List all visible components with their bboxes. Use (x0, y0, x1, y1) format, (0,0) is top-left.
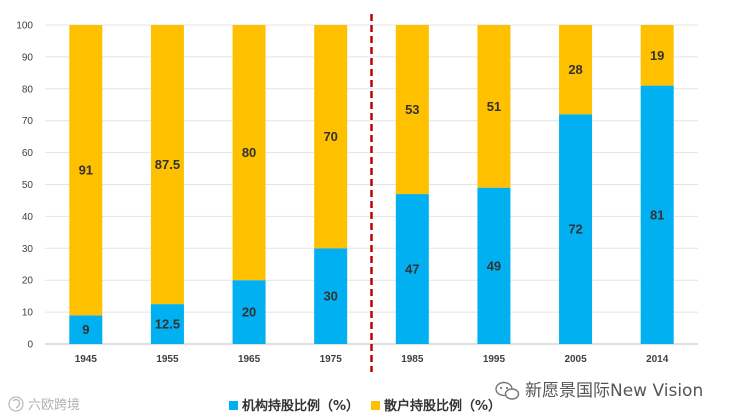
bar-segment-institutional (640, 85, 674, 345)
legend-label: 散户持股比例（%） (384, 398, 501, 414)
bar-segment-institutional (477, 187, 511, 344)
wechat-icon (495, 381, 520, 400)
data-label: 80 (242, 145, 256, 160)
bar-segment-retail (150, 25, 184, 305)
bar-segment-retail (395, 25, 429, 195)
bar-segment-institutional (395, 194, 429, 344)
watermark-right: 新愿景国际New Vision (495, 381, 703, 401)
y-tick-label: 10 (22, 308, 34, 319)
y-tick-label: 100 (16, 21, 33, 32)
x-tick-label: 1965 (238, 354, 261, 365)
x-tick-label: 1985 (401, 354, 424, 365)
x-tick-label: 1945 (75, 354, 98, 365)
y-tick-label: 70 (22, 116, 34, 127)
watermark-left-text: 六欧跨境 (28, 398, 80, 413)
data-label: 47 (405, 262, 419, 277)
bar-segment-retail (477, 25, 511, 188)
bar-segment-retail (69, 25, 103, 316)
data-label: 51 (487, 99, 501, 114)
x-tick-label: 2005 (564, 354, 587, 365)
legend-swatch (371, 401, 380, 410)
bar-segment-retail (559, 25, 593, 115)
y-tick-label: 90 (22, 52, 34, 63)
bar-segment-retail (232, 25, 266, 281)
legend-swatch (229, 401, 238, 410)
bar-segment-institutional (150, 304, 184, 344)
y-tick-label: 40 (22, 212, 34, 223)
data-label: 81 (650, 207, 664, 222)
y-tick-label: 0 (27, 340, 33, 351)
data-label: 91 (79, 163, 93, 178)
data-label: 87.5 (155, 157, 180, 172)
data-label: 49 (487, 258, 501, 273)
data-label: 30 (323, 289, 337, 304)
legend-label: 机构持股比例（%） (242, 398, 359, 414)
y-tick-label: 60 (22, 148, 34, 159)
bar-segment-retail (640, 25, 674, 86)
bars: 9 91 12.5 87.5 20 80 30 70 47 53 49 51 72 28 81 19 (69, 25, 674, 345)
y-tick-label: 20 (22, 276, 34, 287)
y-axis: 0 10 20 30 40 50 60 70 80 90 100 (16, 21, 33, 351)
legend: 机构持股比例（%） 散户持股比例（%） (229, 398, 501, 414)
bar-segment-institutional (314, 248, 348, 344)
y-tick-label: 80 (22, 84, 34, 95)
bar-segment-institutional (69, 315, 103, 344)
bar-segment-institutional (559, 114, 593, 344)
x-tick-label: 2014 (646, 354, 669, 365)
data-label: 19 (650, 48, 664, 63)
data-label: 70 (323, 129, 337, 144)
x-axis: 1945 1955 1965 1975 1985 1995 2005 2014 (75, 354, 669, 365)
data-label: 20 (242, 305, 256, 320)
x-tick-label: 1995 (483, 354, 506, 365)
x-tick-label: 1975 (320, 354, 343, 365)
watermark-right-text: 新愿景国际New Vision (525, 381, 703, 401)
y-tick-label: 50 (22, 180, 34, 191)
bar-segment-institutional (232, 280, 266, 344)
y-tick-label: 30 (22, 244, 34, 255)
data-label: 53 (405, 102, 419, 117)
watermark-left: 六欧跨境 (8, 396, 80, 413)
data-label: 9 (82, 322, 89, 337)
data-label: 28 (568, 62, 582, 77)
bar-segment-retail (314, 25, 348, 249)
brand-logo-icon (8, 396, 24, 412)
data-label: 72 (568, 222, 582, 237)
x-tick-label: 1955 (156, 354, 179, 365)
data-label: 12.5 (155, 317, 180, 332)
